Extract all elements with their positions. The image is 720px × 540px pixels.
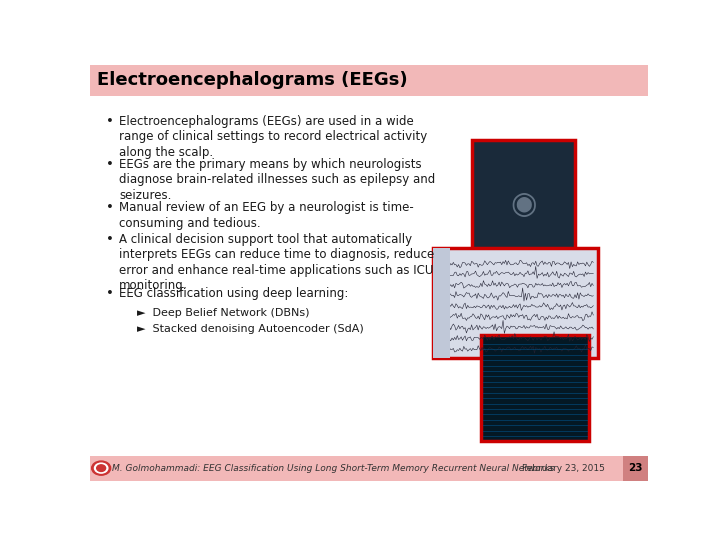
Text: •: •: [106, 114, 114, 127]
Text: A clinical decision support tool that automatically
interprets EEGs can reduce t: A clinical decision support tool that au…: [119, 233, 434, 292]
Text: EEG classification using deep learning:: EEG classification using deep learning:: [119, 287, 348, 300]
FancyBboxPatch shape: [90, 65, 648, 96]
Circle shape: [94, 463, 108, 473]
Text: Electroencephalograms (EEGs) are used in a wide
range of clinical settings to re: Electroencephalograms (EEGs) are used in…: [119, 114, 427, 159]
Text: 23: 23: [628, 463, 643, 473]
Text: Manual review of an EEG by a neurologist is time-
consuming and tedious.: Manual review of an EEG by a neurologist…: [119, 201, 414, 230]
Text: ◉: ◉: [510, 190, 537, 219]
Text: •: •: [106, 287, 114, 300]
Text: •: •: [106, 233, 114, 246]
Text: M. Golmohammadi: EEG Classification Using Long Short-Term Memory Recurrent Neura: M. Golmohammadi: EEG Classification Usin…: [112, 464, 554, 472]
FancyBboxPatch shape: [623, 456, 648, 481]
FancyBboxPatch shape: [433, 248, 598, 358]
Circle shape: [91, 461, 111, 475]
FancyBboxPatch shape: [433, 248, 450, 358]
Circle shape: [96, 465, 106, 471]
FancyBboxPatch shape: [481, 335, 590, 441]
Text: •: •: [106, 201, 114, 214]
FancyBboxPatch shape: [90, 456, 648, 481]
Text: Electroencephalograms (EEGs): Electroencephalograms (EEGs): [97, 71, 408, 90]
Text: February 23, 2015: February 23, 2015: [523, 464, 606, 472]
Text: ►  Stacked denoising Autoencoder (SdA): ► Stacked denoising Autoencoder (SdA): [138, 324, 364, 334]
FancyBboxPatch shape: [472, 140, 575, 258]
Text: EEGs are the primary means by which neurologists
diagnose brain-related illnesse: EEGs are the primary means by which neur…: [119, 158, 436, 202]
Text: ►  Deep Belief Network (DBNs): ► Deep Belief Network (DBNs): [138, 308, 310, 318]
Text: •: •: [106, 158, 114, 171]
